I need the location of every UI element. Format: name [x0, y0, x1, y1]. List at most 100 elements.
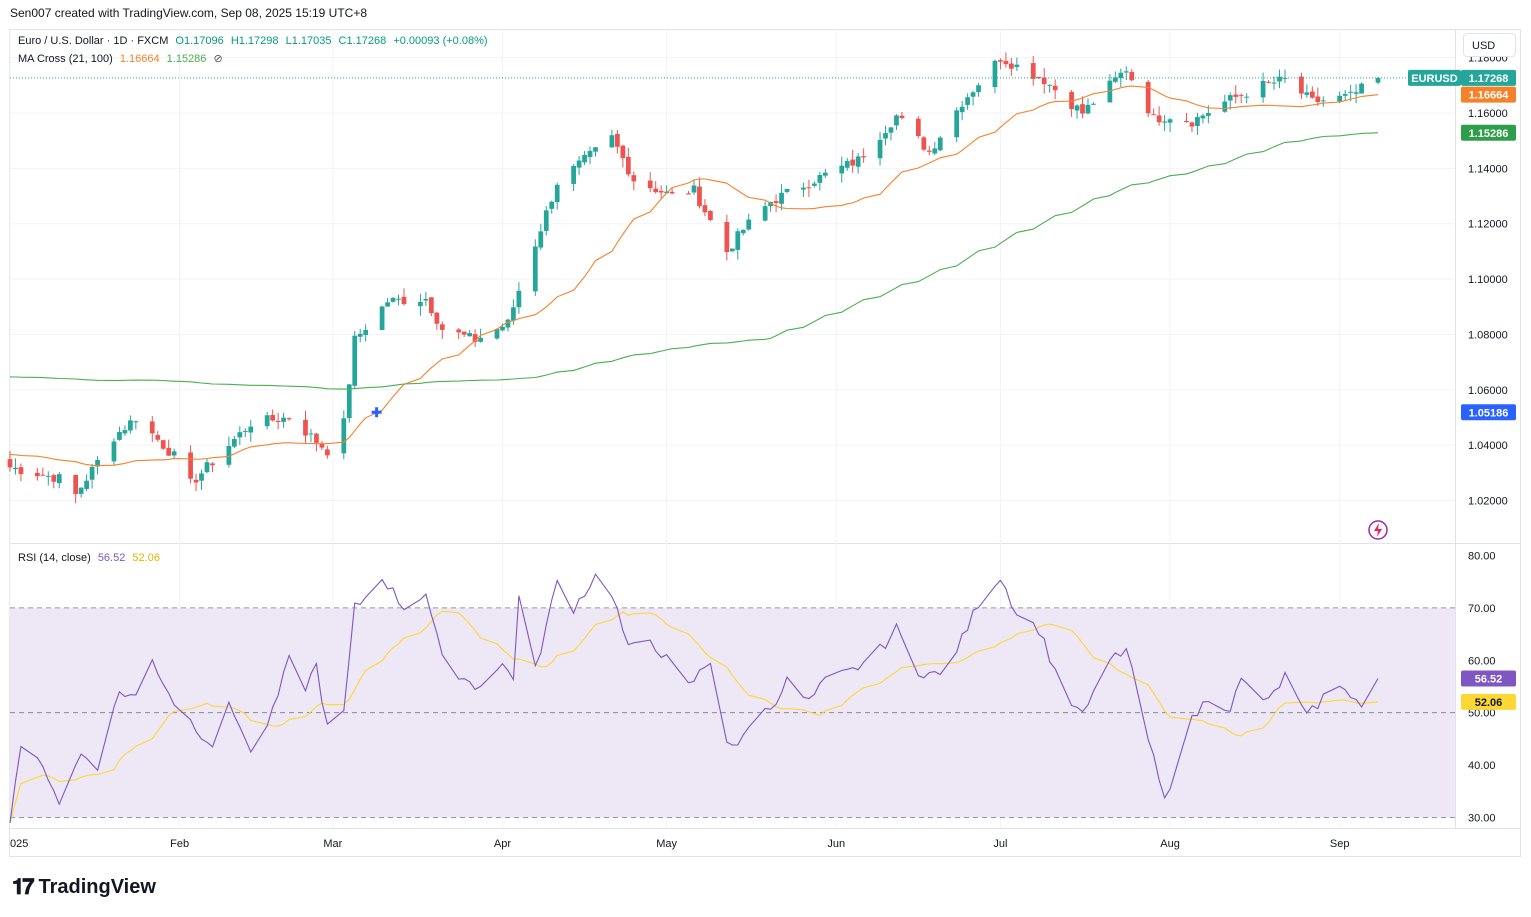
candle-body — [1047, 84, 1053, 86]
symbol-title[interactable]: Euro / U.S. Dollar · 1D · FXCM — [18, 35, 169, 47]
ma-label[interactable]: MA Cross (21, 100) — [18, 53, 113, 65]
candle-body — [1118, 72, 1124, 79]
candle-body — [1271, 82, 1277, 84]
candle-body — [899, 115, 905, 119]
candle-body — [1003, 60, 1009, 65]
candle-body — [1162, 121, 1167, 123]
rsi-ma-tag-text: 52.06 — [1475, 697, 1503, 709]
cross-price-tag-text: 1.05186 — [1469, 407, 1509, 419]
candle-body — [149, 421, 155, 434]
candle-body — [937, 137, 943, 151]
candle-body — [1315, 96, 1321, 103]
candle-body — [926, 150, 932, 152]
candle-body — [226, 446, 232, 465]
tv-logo-icon: 𝟏𝟕 — [12, 874, 35, 899]
candle-body — [1030, 63, 1036, 79]
price-tick-label: 1.16000 — [1468, 108, 1508, 120]
last-price-tag-text: 1.17268 — [1469, 73, 1509, 85]
candle-body — [1205, 113, 1211, 116]
ma-slow-tag: 1.15286 — [1461, 124, 1516, 141]
ma-cross-marker — [371, 407, 382, 418]
candle-body — [658, 190, 664, 193]
legend-change: +0.00093 (+0.08%) — [393, 35, 488, 47]
candle-body — [1282, 77, 1288, 79]
candle-body — [708, 210, 713, 221]
ma-slow-tag-text: 1.15286 — [1469, 128, 1509, 140]
ma-slow-tag-bg — [1461, 124, 1516, 141]
candle-body — [281, 417, 286, 422]
candle-body — [1151, 114, 1157, 116]
candle-body — [1244, 96, 1250, 98]
candle-body — [729, 248, 735, 252]
tradingview-logo[interactable]: 𝟏𝟕 TradingView — [12, 874, 156, 900]
candle-body — [1375, 77, 1381, 83]
candle-body — [1266, 81, 1271, 83]
candle-body — [242, 430, 248, 432]
cross-price-tag-bg — [1461, 404, 1516, 421]
candle-body — [401, 296, 407, 305]
candle-body — [582, 154, 587, 163]
candle-body — [806, 187, 812, 189]
candle-body — [456, 329, 462, 333]
candle-body — [325, 449, 330, 456]
candle-body — [237, 432, 243, 438]
candle-body — [768, 201, 773, 207]
candle-body — [620, 145, 626, 159]
price-tick-label: 1.08000 — [1468, 329, 1508, 341]
candle-body — [286, 418, 292, 420]
candle-body — [740, 229, 746, 234]
candle-body — [341, 418, 347, 454]
candle-body — [423, 299, 429, 301]
candle-body — [73, 474, 79, 494]
rsi-legend[interactable]: RSI (14, close) 56.52 52.06 — [18, 552, 164, 564]
ma-legend[interactable]: MA Cross (21, 100) 1.16664 1.15286 ⊘ — [18, 52, 227, 65]
symbol-tag-text: EURUSD — [1411, 73, 1458, 85]
header-caption: Sen007 created with TradingView.com, Sep… — [10, 6, 368, 20]
candle-body — [385, 302, 390, 307]
candle-body — [762, 206, 768, 221]
candle-body — [500, 326, 505, 331]
symbol-legend[interactable]: Euro / U.S. Dollar · 1D · FXCM O1.17096 … — [18, 35, 492, 47]
ma-fast-line — [9, 85, 1379, 467]
cross-price-tag: 1.05186 — [1461, 404, 1516, 421]
rsi-line — [9, 573, 1379, 824]
candle-body — [308, 433, 314, 435]
candle-body — [801, 187, 806, 190]
candle-body — [593, 147, 598, 152]
ma-fast-tag-text: 1.16664 — [1469, 90, 1510, 102]
candle-body — [735, 231, 741, 250]
candle-body — [248, 426, 254, 433]
candles-group — [7, 52, 1381, 504]
candle-body — [576, 160, 582, 168]
candle-body — [461, 331, 467, 335]
candle-body — [1359, 83, 1364, 94]
candle-body — [303, 419, 308, 436]
candle-body — [850, 159, 856, 166]
candle-body — [363, 329, 369, 336]
candle-body — [270, 415, 276, 421]
candle-body — [1348, 91, 1354, 93]
candle-body — [199, 473, 204, 481]
candle-body — [89, 466, 95, 480]
candle-body — [56, 474, 62, 484]
candle-body — [390, 297, 396, 302]
candle-body — [231, 439, 237, 447]
hide-eye-icon[interactable]: ⊘ — [213, 53, 223, 65]
candle-body — [1260, 80, 1266, 98]
candle-body — [111, 441, 117, 462]
candle-body — [773, 201, 779, 203]
candle-body — [1014, 64, 1020, 68]
legend-open: O1.17096 — [175, 35, 224, 47]
candle-body — [128, 420, 133, 431]
candle-body — [691, 185, 697, 193]
rsi-label[interactable]: RSI (14, close) — [18, 552, 91, 564]
currency-button[interactable]: USD — [1463, 33, 1516, 57]
candle-body — [40, 474, 46, 476]
candle-body — [1277, 76, 1282, 82]
candle-body — [779, 192, 784, 204]
ma-fast-tag: 1.16664 — [1461, 86, 1516, 103]
candle-body — [549, 201, 555, 209]
time-tick-label: Mar — [323, 838, 342, 850]
candle-body — [1320, 100, 1326, 102]
